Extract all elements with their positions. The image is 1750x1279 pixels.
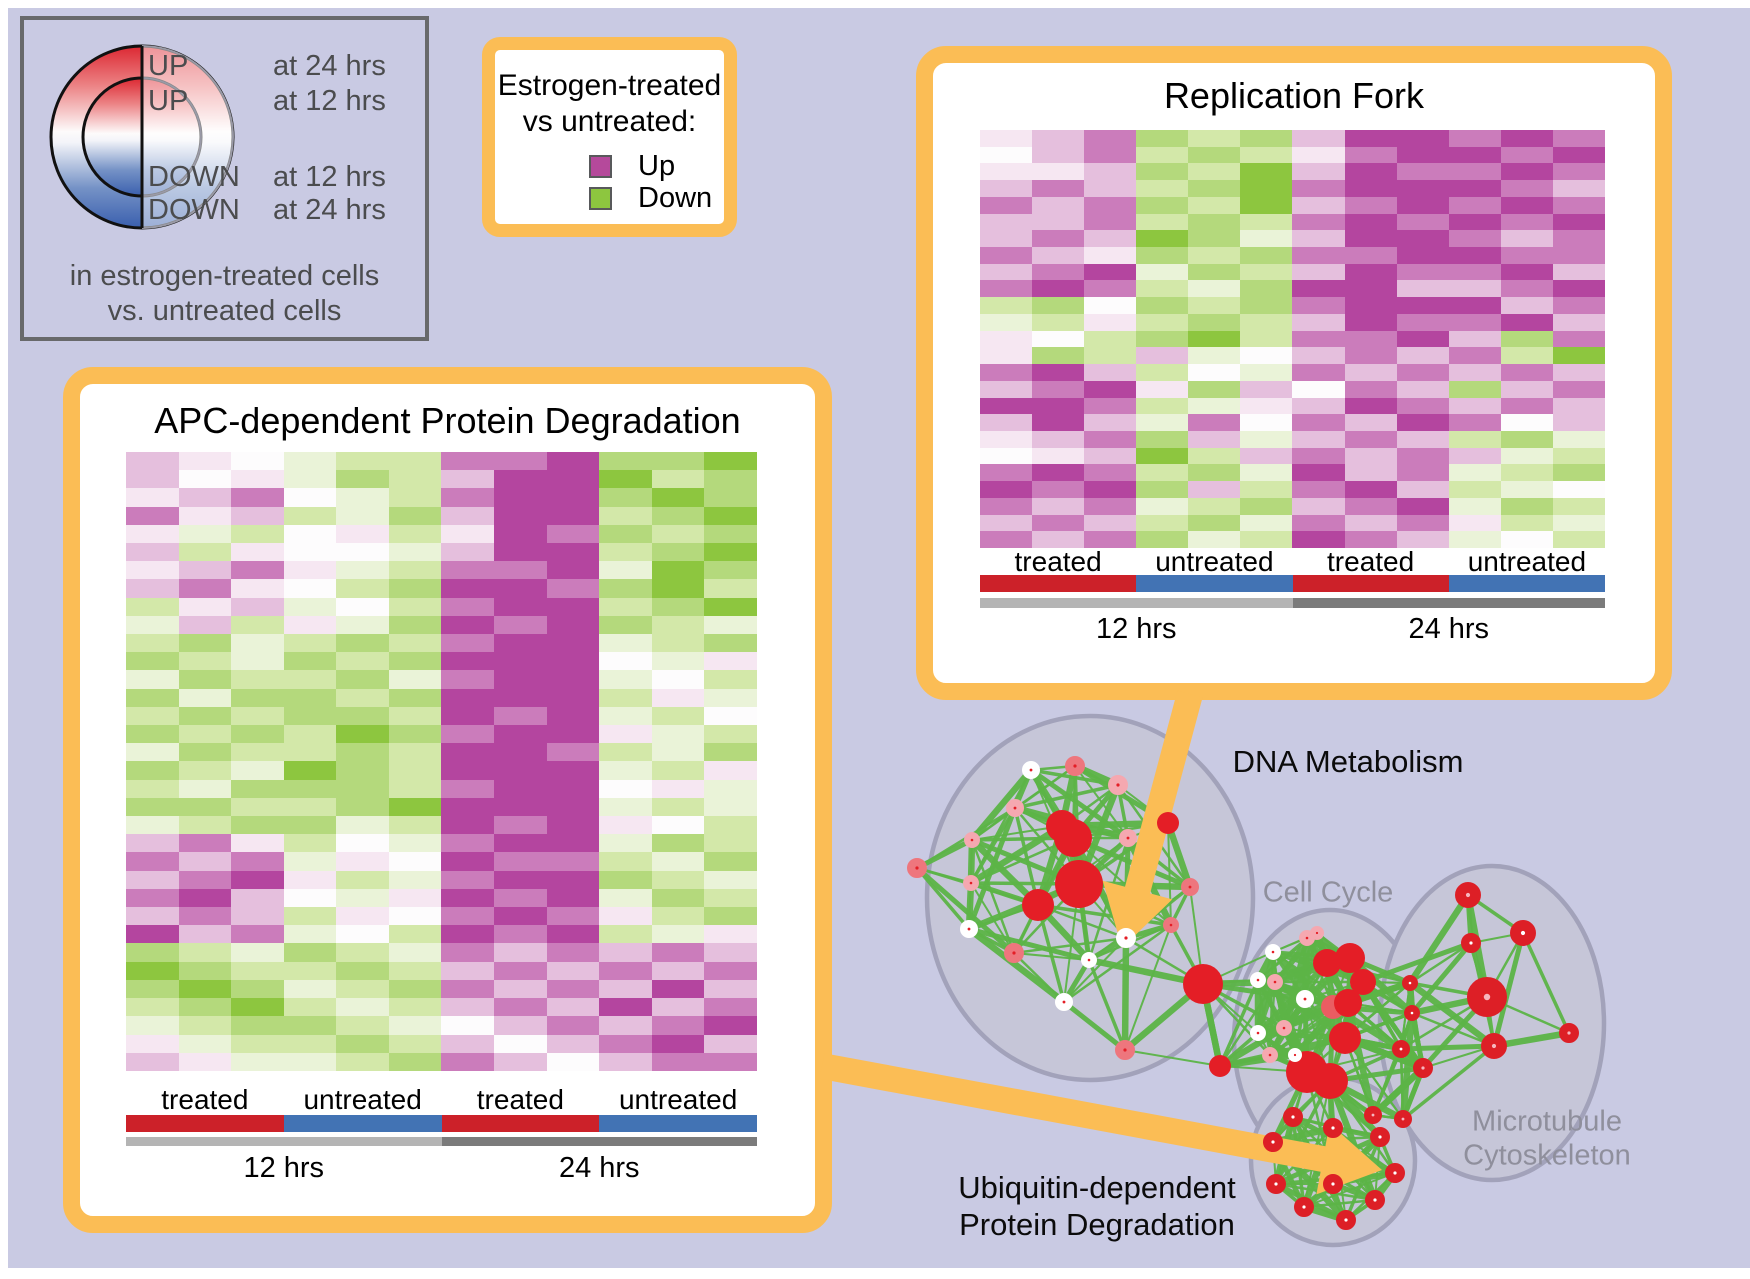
legend-row: DOWN at 24 hrs — [148, 194, 386, 227]
rf-sample-group-labels: treated untreated treated untreated — [980, 546, 1605, 578]
sample-group-label: treated — [1014, 546, 1102, 577]
treatment-bar-segment — [441, 1115, 600, 1132]
time-label: 12 hrs — [1095, 613, 1177, 645]
apc-panel-title: APC-dependent Protein Degradation — [154, 400, 741, 441]
legend-key: UP — [148, 50, 189, 82]
time-bar-segment — [980, 598, 1293, 608]
legend-row: UP at 24 hrs — [148, 50, 386, 83]
up-down-donut-glyph — [49, 44, 235, 230]
treatment-bar-segment — [1448, 575, 1605, 592]
cluster-label-cell-cycle: Cell Cycle — [1262, 876, 1394, 909]
estrogen-legend-title-line1: Estrogen-treated — [497, 69, 722, 102]
legend-item-down: Down — [589, 182, 712, 215]
time-label: 24 hrs — [558, 1152, 640, 1184]
treatment-bar-segment — [126, 1115, 284, 1132]
estrogen-legend: Estrogen-treated vs untreated: Up Down — [482, 37, 737, 237]
time-label: 12 hrs — [243, 1152, 325, 1184]
rf-time-bars — [980, 598, 1605, 608]
treatment-bar-segment — [980, 575, 1137, 592]
rf-treatment-bars — [980, 575, 1605, 592]
sample-group-label: untreated — [303, 1084, 422, 1115]
outer-right-outline — [141, 45, 234, 229]
apc-sample-group-labels: treated untreated treated untreated — [126, 1084, 757, 1116]
inner-right-outline — [141, 77, 202, 197]
legend-row: UP at 12 hrs — [148, 85, 386, 118]
treatment-bar-segment — [283, 1115, 442, 1132]
rf-time-labels: 12 hrs 24 hrs — [980, 613, 1605, 646]
legend-footer-line2: vs. untreated cells — [107, 295, 342, 327]
sample-group-label: untreated — [1155, 546, 1274, 577]
treatment-bar-segment — [1136, 575, 1293, 592]
cluster-label-microtubule-line2: Cytoskeleton — [1463, 1139, 1631, 1172]
treatment-bar-segment — [599, 1115, 757, 1132]
cluster-label-dna-metabolism: DNA Metabolism — [1232, 744, 1464, 779]
sample-group-label: untreated — [618, 1084, 738, 1115]
time-bar-segment — [441, 1137, 757, 1146]
apc-time-bars — [126, 1137, 757, 1146]
sample-group-label: untreated — [1467, 546, 1587, 577]
legend-value: at 24 hrs — [273, 194, 386, 226]
color-scale-legend: UP at 24 hrs UP at 12 hrs DOWN at 12 hrs DO… — [20, 16, 429, 341]
time-bar-segment — [1292, 598, 1605, 608]
time-label: 24 hrs — [1408, 613, 1490, 645]
replication-fork-panel: Replication Fork treated untreated treated… — [916, 46, 1672, 700]
treatment-bar-segment — [1292, 575, 1449, 592]
legend-value: at 12 hrs — [273, 161, 386, 193]
up-label: Up — [638, 150, 676, 182]
legend-row: DOWN at 12 hrs — [148, 161, 386, 194]
legend-key: DOWN — [148, 161, 240, 193]
apc-time-labels: 12 hrs 24 hrs — [126, 1152, 757, 1185]
estrogen-legend-title-line2: vs untreated: — [522, 105, 697, 138]
rf-heatmap — [980, 130, 1605, 548]
apc-treatment-bars — [126, 1115, 757, 1132]
legend-value: at 24 hrs — [273, 50, 386, 82]
sample-group-label: treated — [1327, 546, 1415, 577]
rf-panel-title: Replication Fork — [1163, 75, 1425, 116]
apc-heatmap — [126, 452, 757, 1071]
legend-key: DOWN — [148, 194, 240, 226]
time-bar-segment — [126, 1137, 442, 1146]
down-color-swatch — [589, 187, 612, 210]
up-color-swatch — [589, 155, 612, 178]
sample-group-label: treated — [476, 1084, 564, 1115]
legend-footer-line1: in estrogen-treated cells — [69, 260, 380, 292]
legend-item-up: Up — [589, 150, 675, 183]
cluster-label-microtubule-line1: Microtubule — [1472, 1105, 1622, 1138]
legend-key: UP — [148, 85, 189, 117]
cluster-label-ubiquitin-line2: Protein Degradation — [959, 1207, 1235, 1242]
legend-value: at 12 hrs — [273, 85, 386, 117]
sample-group-label: treated — [161, 1084, 249, 1115]
down-label: Down — [638, 182, 713, 214]
apc-degradation-panel: APC-dependent Protein Degradation treate… — [63, 367, 832, 1233]
cluster-label-ubiquitin-line1: Ubiquitin-dependent — [958, 1170, 1236, 1205]
